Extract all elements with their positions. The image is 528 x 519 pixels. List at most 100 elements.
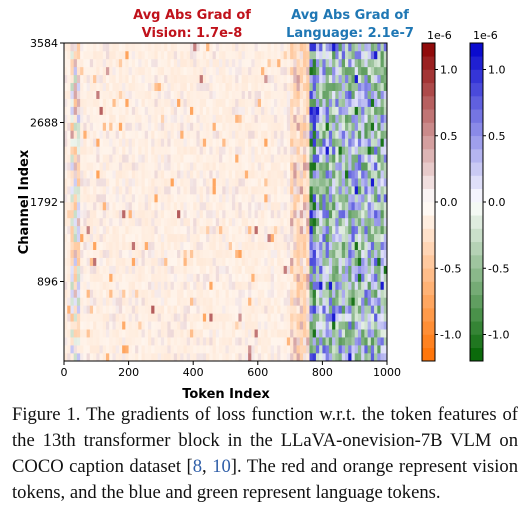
language-cell [341, 217, 346, 227]
vision-cell [80, 58, 84, 68]
vision-cell [306, 122, 310, 131]
vision-cell [238, 217, 242, 227]
vision-cell [86, 353, 91, 362]
vision-cell [264, 178, 268, 187]
vision-cell [186, 345, 191, 354]
vision-cell [261, 273, 265, 282]
vision-cell [112, 90, 116, 99]
vision-cell [206, 329, 210, 338]
language-cell [319, 162, 323, 171]
language-cell [377, 289, 381, 298]
language-cell [361, 217, 365, 227]
vision-cell [73, 194, 78, 203]
vision-cell [244, 114, 249, 123]
vision-cell [122, 225, 126, 235]
vision-cell [196, 106, 200, 115]
vision-cell [219, 90, 223, 99]
vision-cell [102, 273, 107, 282]
vision-cell [238, 194, 242, 203]
vision-cell [151, 186, 155, 195]
vision-cell [112, 50, 116, 60]
vision-cell [99, 202, 104, 211]
language-cell [380, 130, 385, 139]
language-cell [345, 289, 349, 298]
vision-cell [261, 122, 265, 131]
language-cell [354, 82, 359, 91]
vision-cell [64, 313, 68, 322]
language-cell [380, 162, 385, 171]
language-cell [367, 233, 372, 243]
vision-cell [251, 50, 255, 60]
citation-8[interactable]: 8 [192, 456, 203, 477]
vision-cell [160, 225, 165, 235]
vision-cell [212, 114, 217, 123]
vision-cell [122, 130, 126, 139]
language-cell [319, 106, 323, 115]
vision-cell [160, 281, 165, 290]
vision-cell [157, 114, 162, 123]
vision-cell [99, 114, 104, 123]
vision-cell [157, 162, 162, 171]
vision-cell [231, 265, 236, 274]
language-cell [328, 297, 333, 306]
vision-cell [196, 98, 200, 107]
vision-cell [241, 297, 246, 306]
vision-cell [125, 74, 129, 84]
vision-cell [286, 114, 291, 123]
vision-cell [199, 305, 204, 314]
language-cell [315, 329, 320, 338]
vision-cell [270, 58, 275, 68]
vision-cell [138, 138, 142, 147]
vision-cell [283, 202, 288, 211]
vision-cell [299, 297, 304, 306]
vision-cell [219, 146, 223, 155]
vision-cell [135, 337, 139, 346]
language-cell [367, 202, 372, 211]
language-cell [315, 138, 320, 147]
language-cell [383, 321, 388, 330]
vision-cell [118, 273, 123, 282]
vision-cell [125, 281, 129, 290]
vision-cell [189, 122, 194, 131]
vision-cell [222, 265, 226, 274]
vision-cell [306, 297, 310, 306]
vision-cell [219, 313, 223, 322]
language-cell [361, 289, 365, 298]
vision-cell [306, 321, 310, 330]
vision-cell [160, 50, 165, 60]
language-cell [364, 74, 368, 84]
citation-10[interactable]: 10 [212, 456, 231, 477]
vision-cell [306, 265, 310, 274]
language-cell [345, 281, 349, 290]
vision-cell [67, 170, 71, 179]
vision-cell [212, 329, 217, 338]
vision-cell [267, 146, 272, 155]
vision-cell [267, 194, 272, 203]
vision-cell [147, 146, 152, 155]
vision-cell [244, 130, 249, 139]
vision-cell [283, 265, 288, 274]
vision-cell [170, 90, 175, 99]
vision-cell [147, 130, 152, 139]
vision-cell [196, 209, 200, 219]
vision-cell [76, 233, 81, 243]
vision-cell [261, 170, 265, 179]
vision-cell [293, 90, 297, 99]
vision-cell [115, 217, 120, 227]
language-cell [374, 82, 378, 91]
vision-cell [186, 162, 191, 171]
vision-cell [115, 43, 120, 52]
vision-cell [115, 50, 120, 60]
vision-cell [303, 194, 307, 203]
vision-cell [212, 353, 217, 362]
vision-cell [215, 66, 220, 76]
vision-cell [248, 146, 252, 155]
vision-cell [286, 138, 291, 147]
language-cell [332, 74, 336, 84]
vision-cell [67, 50, 71, 60]
vision-cell [296, 281, 301, 290]
language-cell [319, 313, 323, 322]
vision-cell [151, 313, 155, 322]
vision-cell [303, 337, 307, 346]
language-cell [341, 130, 346, 139]
